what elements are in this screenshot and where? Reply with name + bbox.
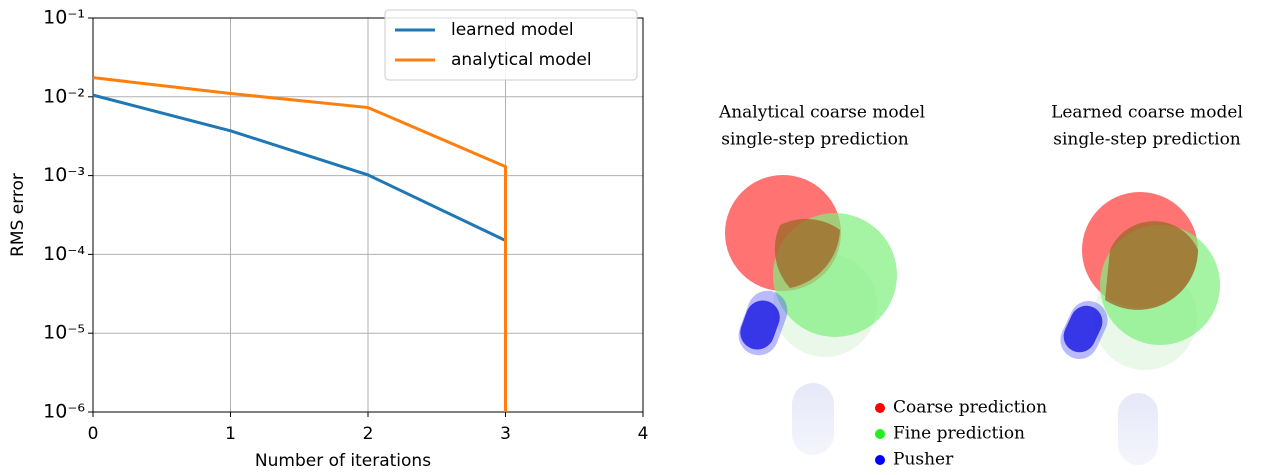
- x-axis-label: Number of iterations: [255, 451, 431, 471]
- line: [92, 93, 507, 242]
- x-tick-label: 0: [88, 424, 99, 444]
- caption: single-step prediction: [721, 130, 909, 150]
- legend-dot: [875, 403, 885, 413]
- y-tick-label: 10⁻¹: [43, 7, 85, 29]
- y-tick-label: 10⁻³: [43, 164, 85, 186]
- legend-label: learned model: [451, 20, 574, 40]
- legend-label: Pusher: [893, 450, 954, 470]
- y-tick-label: 10⁻⁵: [43, 322, 85, 344]
- x-tick-label: 1: [225, 424, 236, 444]
- x-tick-label: 3: [500, 424, 511, 444]
- caption: Analytical coarse model: [718, 103, 925, 123]
- legend-label: Coarse prediction: [893, 398, 1047, 418]
- legend-dot: [875, 429, 885, 439]
- legend-box: [384, 9, 638, 81]
- y-tick-label: 10⁻⁶: [43, 401, 85, 423]
- legend-dot: [875, 455, 885, 465]
- legend-label: analytical model: [451, 50, 592, 70]
- x-tick-label: 2: [363, 424, 374, 444]
- line: [92, 76, 507, 412]
- render-analytical: [725, 175, 897, 455]
- legend-label: Fine prediction: [893, 424, 1025, 444]
- y-axis-label: RMS error: [8, 173, 28, 257]
- caption: single-step prediction: [1053, 130, 1241, 150]
- y-tick-label: 10⁻²: [43, 85, 85, 107]
- caption: Learned coarse model: [1051, 103, 1243, 123]
- illustration-legend: Coarse prediction Fine prediction Pusher: [875, 398, 1047, 470]
- y-tick-label: 10⁻⁴: [43, 243, 85, 265]
- x-tick-label: 4: [638, 424, 649, 444]
- render-learned: [1060, 192, 1220, 465]
- plot-frame: [92, 17, 644, 413]
